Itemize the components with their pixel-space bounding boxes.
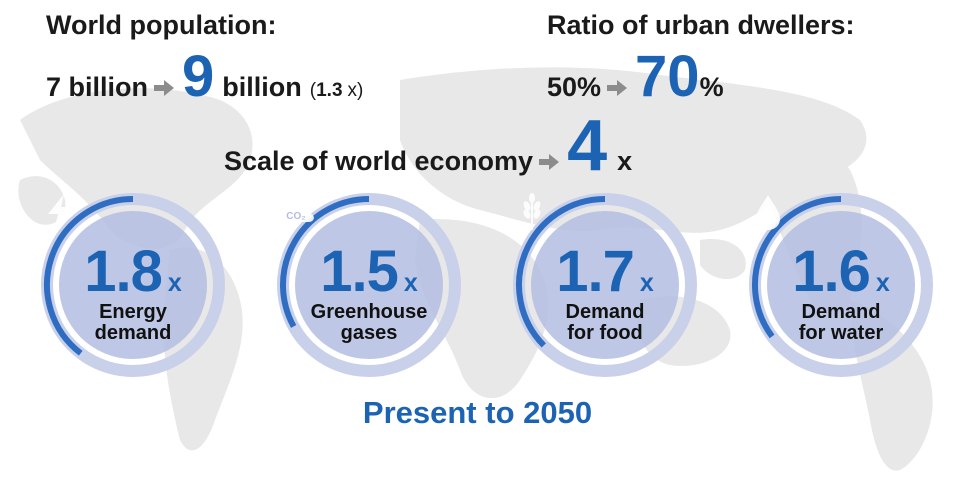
ring-disc (767, 211, 915, 359)
ring-disc (295, 211, 443, 359)
ring-progress-arc (280, 196, 370, 328)
metric-unit: x (167, 269, 182, 297)
metric-label-line: Energy (99, 301, 167, 323)
urban-dwellers-row: 50% 70 % (547, 48, 724, 106)
metric-label-line: for water (798, 322, 884, 344)
ring-disc (531, 211, 679, 359)
metric-label: Demand for water (748, 302, 934, 344)
urban-from: 50% (547, 72, 602, 102)
metric-circle-food: 1.7 x Demand for food (512, 192, 698, 378)
population-factor-x: x) (347, 80, 364, 101)
metric-unit: x (403, 269, 418, 297)
co2-cloud-icon: CO₂ (279, 203, 314, 222)
metric-value-row: 1.5 x (276, 238, 462, 305)
metric-label-line: gases (340, 322, 398, 344)
co2-label: CO₂ (286, 211, 305, 222)
metric-value-row: 1.7 x (512, 238, 698, 305)
water-drop-icon (756, 195, 780, 230)
ring-progress-arc (752, 196, 842, 339)
arrow-right-icon (539, 154, 560, 170)
population-from: 7 billion (46, 72, 149, 102)
urban-to-unit: % (699, 72, 724, 102)
population-factor-open: ( (309, 80, 317, 101)
world-population-title: World population: (46, 10, 277, 40)
lightning-icon (48, 194, 72, 230)
metric-circle-energy: 1.8 x Energy demand (40, 192, 226, 378)
economy-value: 4 (567, 106, 608, 186)
urban-to-number: 70 (635, 44, 700, 109)
metric-circle-greenhouse: CO₂ 1.5 x Greenhouse gases (276, 192, 462, 378)
world-economy-row: Scale of world economy 4 x (224, 110, 632, 182)
ring-disc (59, 211, 207, 359)
urban-dwellers-title: Ratio of urban dwellers: (547, 10, 855, 40)
metric-label-line: demand (94, 322, 172, 344)
metric-label-line: Demand (565, 301, 645, 323)
arrow-right-icon (154, 80, 175, 96)
metric-value-row: 1.8 x (40, 238, 226, 305)
metric-value: 1.5 (320, 239, 399, 304)
arrow-right-icon (607, 80, 628, 96)
ring-progress-arc (516, 196, 606, 348)
metric-label-line: for food (567, 322, 643, 344)
ring-progress-arc (44, 196, 134, 356)
economy-unit: x (617, 146, 633, 176)
metric-ring (749, 193, 933, 377)
metric-label-line: Greenhouse (310, 301, 428, 323)
timeframe-label: Present to 2050 (362, 395, 593, 430)
metric-value-row: 1.6 x (748, 238, 934, 305)
metric-value: 1.7 (556, 239, 635, 304)
metric-circle-water: 1.6 x Demand for water (748, 192, 934, 378)
metric-value: 1.6 (792, 239, 871, 304)
metric-ring (41, 193, 225, 377)
population-to-number: 9 (182, 44, 215, 109)
metric-unit: x (875, 269, 890, 297)
economy-label: Scale of world economy (224, 146, 534, 176)
metric-ring (513, 193, 697, 377)
metric-label: Energy demand (40, 302, 226, 344)
metric-label: Demand for food (512, 302, 698, 344)
world-population-row: 7 billion 9 billion ( 1.3 x) (46, 48, 363, 106)
population-to-unit: billion (222, 72, 302, 102)
metric-label-line: Demand (801, 301, 881, 323)
population-factor-number: 1.3 (316, 80, 343, 101)
metric-ring (277, 193, 461, 377)
metric-value: 1.8 (84, 239, 163, 304)
metric-label: Greenhouse gases (276, 302, 462, 344)
metric-unit: x (639, 269, 654, 297)
wheat-icon (523, 193, 541, 230)
